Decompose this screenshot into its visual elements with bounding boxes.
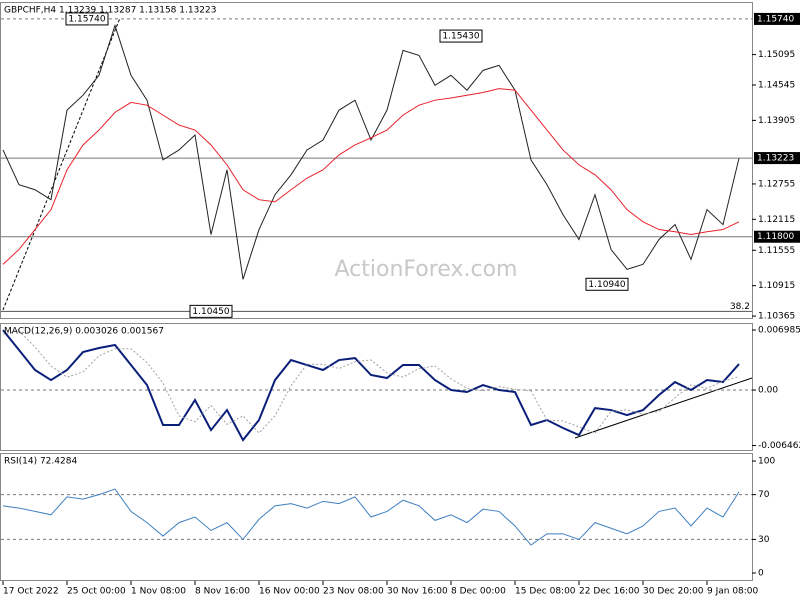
level-label: 1.11800: [757, 232, 794, 242]
fib-label: 38.2: [730, 302, 750, 312]
y-tick-label: 1.12755: [758, 179, 795, 189]
x-tick-label: 30 Dec 20:00: [643, 587, 704, 597]
annotation-label: 1.15430: [442, 32, 479, 42]
x-tick-label: 9 Jan 08:00: [707, 587, 759, 597]
x-tick-label: 23 Nov 08:00: [323, 587, 384, 597]
series-line: [2, 23, 740, 280]
y-tick-label: 1.10915: [758, 281, 795, 291]
x-tick-label: 25 Oct 00:00: [67, 587, 126, 597]
trend-line: [2, 17, 121, 311]
annotation-box: [439, 29, 483, 43]
y-tick-label: 70: [758, 490, 770, 500]
x-tick-label: 22 Dec 16:00: [579, 587, 640, 597]
level-label-box: [754, 12, 800, 25]
y-tick-label: 1.10365: [758, 312, 795, 322]
series-line: [2, 329, 740, 442]
y-tick-label: 0.00: [758, 386, 778, 396]
annotation-label: 1.10940: [588, 280, 625, 290]
y-tick-label: 1.12115: [758, 215, 795, 225]
panel-title: MACD(12,26,9) 0.003026 0.001567: [4, 327, 164, 337]
annotation-label: 1.15740: [68, 14, 105, 24]
annotation-box: [585, 277, 629, 291]
level-label-box: [754, 230, 800, 243]
y-tick-label: 1.11555: [758, 246, 795, 256]
annotation-box: [189, 304, 233, 318]
x-tick-label: 8 Nov 16:00: [195, 587, 250, 597]
watermark: ActionForex.com: [335, 257, 518, 282]
y-tick-label: -0.006462: [758, 441, 800, 451]
series-line: [2, 330, 740, 434]
y-tick-label: 1.13905: [758, 116, 795, 126]
panel-title: GBPCHF,H4 1.13239 1.13287 1.13158 1.1322…: [4, 6, 216, 16]
series-line: [2, 88, 740, 265]
x-tick-label: 8 Dec 00:00: [451, 587, 506, 597]
x-tick-label: 1 Nov 08:00: [131, 587, 186, 597]
y-tick-label: 30: [758, 535, 770, 545]
y-tick-label: 1.15095: [758, 50, 795, 60]
level-label-box: [754, 152, 800, 165]
x-tick-label: 17 Oct 2022: [3, 587, 59, 597]
y-tick-label: 100: [758, 457, 775, 467]
y-tick-label: 0.006985: [758, 326, 800, 336]
annotation-label: 1.10450: [192, 307, 229, 317]
x-tick-label: 30 Nov 16:00: [387, 587, 448, 597]
y-tick-label: 0: [758, 569, 764, 579]
x-tick-label: 16 Nov 00:00: [259, 587, 320, 597]
series-line: [2, 488, 740, 546]
panel-frame: [0, 323, 753, 451]
panel-frame: [0, 453, 753, 581]
level-label: 1.15740: [757, 14, 794, 24]
x-tick-label: 15 Dec 08:00: [515, 587, 576, 597]
y-tick-label: 1.14545: [758, 80, 795, 90]
panel-frame: [0, 2, 753, 319]
panel-title: RSI(14) 72.4284: [4, 457, 77, 467]
level-label: 1.13223: [757, 154, 794, 164]
annotation-box: [65, 12, 109, 26]
